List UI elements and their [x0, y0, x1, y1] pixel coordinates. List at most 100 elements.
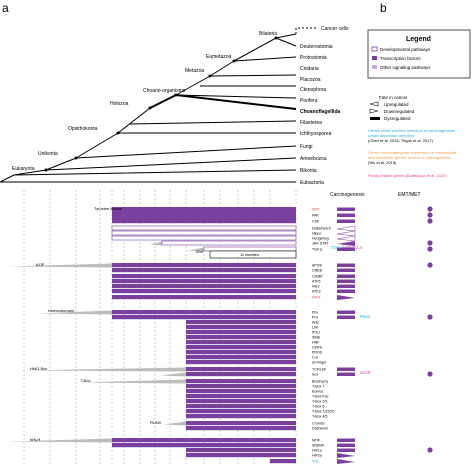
fate-down-icon: [337, 295, 355, 300]
gene-bar: [186, 426, 296, 431]
legend-swatch-other: [372, 65, 377, 69]
gene-label: SRC: [312, 208, 320, 212]
fate-dys-icon: [337, 213, 355, 217]
gene-bar: [112, 295, 296, 300]
lead-wedge: [160, 372, 186, 377]
eumetazoa-branch: [233, 37, 297, 62]
gene-bar: [186, 448, 296, 453]
fate-down-glyph: [369, 108, 379, 114]
emt-dot: [427, 447, 433, 453]
clade-label: Choano-organisms: [143, 88, 186, 94]
gene-label: Sox: [312, 373, 318, 377]
bilateria-branch: [275, 33, 297, 47]
gene-label: PROS: [312, 351, 323, 355]
gene-label: CERS: [312, 346, 323, 350]
clade-label: Eumetazoa: [206, 54, 232, 60]
gene-label: T-Box 1/15/20: [312, 410, 334, 414]
metazoa-branch: [175, 75, 297, 99]
gene-label: Hedgehog: [312, 237, 329, 241]
cancer-cells-label: Cancer cells: [321, 26, 349, 32]
taxon-label: Filasterea: [300, 120, 322, 126]
fate-dys-icon: [337, 289, 355, 293]
cancer-cells-branch: [295, 27, 318, 34]
emt-dot: [427, 212, 433, 218]
gene-label: Pbx: [312, 311, 318, 315]
gene-bar: [186, 325, 296, 330]
taxon-label: Ctenophora: [300, 87, 326, 93]
legend-note-orange: Genes coordinating the expression of mul…: [368, 150, 457, 155]
gene-bar: [186, 453, 296, 458]
fate-dys-icon: [337, 263, 355, 267]
emt-dots: [427, 206, 433, 453]
fate-dys-glyph: [370, 117, 380, 120]
fate-title: Fate in cancer: [379, 95, 408, 100]
annotation-pax4: Pax4: [360, 314, 371, 319]
fate-up-outline-icon: [336, 230, 356, 237]
gene-label: MITF: [312, 439, 321, 443]
taxon-label: Eubacteria: [300, 180, 324, 186]
gene-bars: [8, 207, 297, 464]
gene-bar: [186, 399, 296, 404]
group-label-hmg: HMG Box: [30, 366, 47, 371]
placozoa-branch: [209, 60, 297, 77]
gene-label: POU: [312, 331, 320, 335]
gene-bar: [112, 438, 296, 443]
gene-bar: [112, 268, 296, 273]
gene-label: VHL: [312, 460, 319, 464]
legend-swatch-dev: [371, 46, 378, 52]
annotation-sox9: Sox9: [360, 370, 371, 375]
fate-dys-icon: [337, 310, 355, 314]
taxon-label: Fungi: [300, 144, 313, 150]
lead-wedge: [8, 263, 112, 268]
fate-dys-icon: [337, 315, 355, 319]
gene-label: T-Box Pac: [312, 395, 329, 399]
legend-box: Legend Developmental pathways Transcript…: [367, 29, 471, 178]
lead-wedge: [36, 310, 112, 315]
gene-label: LIM: [312, 326, 318, 330]
fate-up-glyph: [369, 101, 379, 107]
emt-dot: [427, 218, 433, 224]
node-dot: [116, 131, 120, 135]
gene-bar: [186, 421, 296, 426]
group-label-families: 11 families: [240, 252, 259, 257]
lead-wedge: [20, 367, 186, 372]
pathway-bar: [111, 230, 297, 236]
gene-bar: [112, 263, 296, 268]
node-dot: [208, 74, 212, 78]
fate-dys-icon: [337, 443, 355, 447]
gene-label: Prd: [312, 316, 318, 320]
gene-label: SINE: [312, 336, 321, 340]
gene-labels: SRC FAK CSK Delta/NotchHippoHedgehogJAK-STA…: [312, 208, 334, 464]
fate-up-outline-icon: [336, 235, 356, 242]
gene-bar: [186, 404, 296, 409]
clade-label: Bilateria: [259, 31, 277, 37]
fate-dys-icon: [337, 247, 355, 251]
fate-dys-icon: [337, 372, 355, 376]
gene-label: T-Box 6: [312, 405, 324, 409]
fate-dys-icon: [337, 367, 355, 371]
group-label-tbox: T-Box: [80, 378, 90, 383]
gene-label: T-Box 2/3: [312, 400, 327, 404]
gene-label: CSK: [312, 220, 320, 224]
gene-bar: [186, 340, 296, 345]
gene-label: Antp: [312, 321, 319, 325]
clade-label: Metazoa: [185, 68, 204, 74]
panel-label-a: a: [2, 1, 9, 15]
node-dot: [148, 106, 152, 110]
carcinogenesis-header: Carcinogenesis: [330, 192, 365, 198]
gene-bar: [270, 459, 296, 464]
taxon-label: Deuterostomia: [300, 44, 333, 50]
gene-label: TCF/LEF: [312, 368, 327, 372]
node-dot: [274, 36, 278, 40]
lead-wedge: [188, 247, 204, 252]
taxon-label: Ichthyosporea: [300, 131, 332, 137]
gene-label: Zn-finger: [312, 361, 327, 365]
group-label-runx: RUNX: [150, 420, 162, 425]
bacteria-branch: [0, 174, 296, 183]
gene-label: T-Box 4/5: [312, 415, 327, 419]
group-label-wnt: Wnt: [196, 249, 204, 254]
legend-title: Legend: [406, 36, 431, 43]
fate-item: Dysregulated: [384, 116, 411, 121]
fate-dys-icon: [337, 279, 355, 283]
gene-label: T-Box 7: [312, 385, 324, 389]
